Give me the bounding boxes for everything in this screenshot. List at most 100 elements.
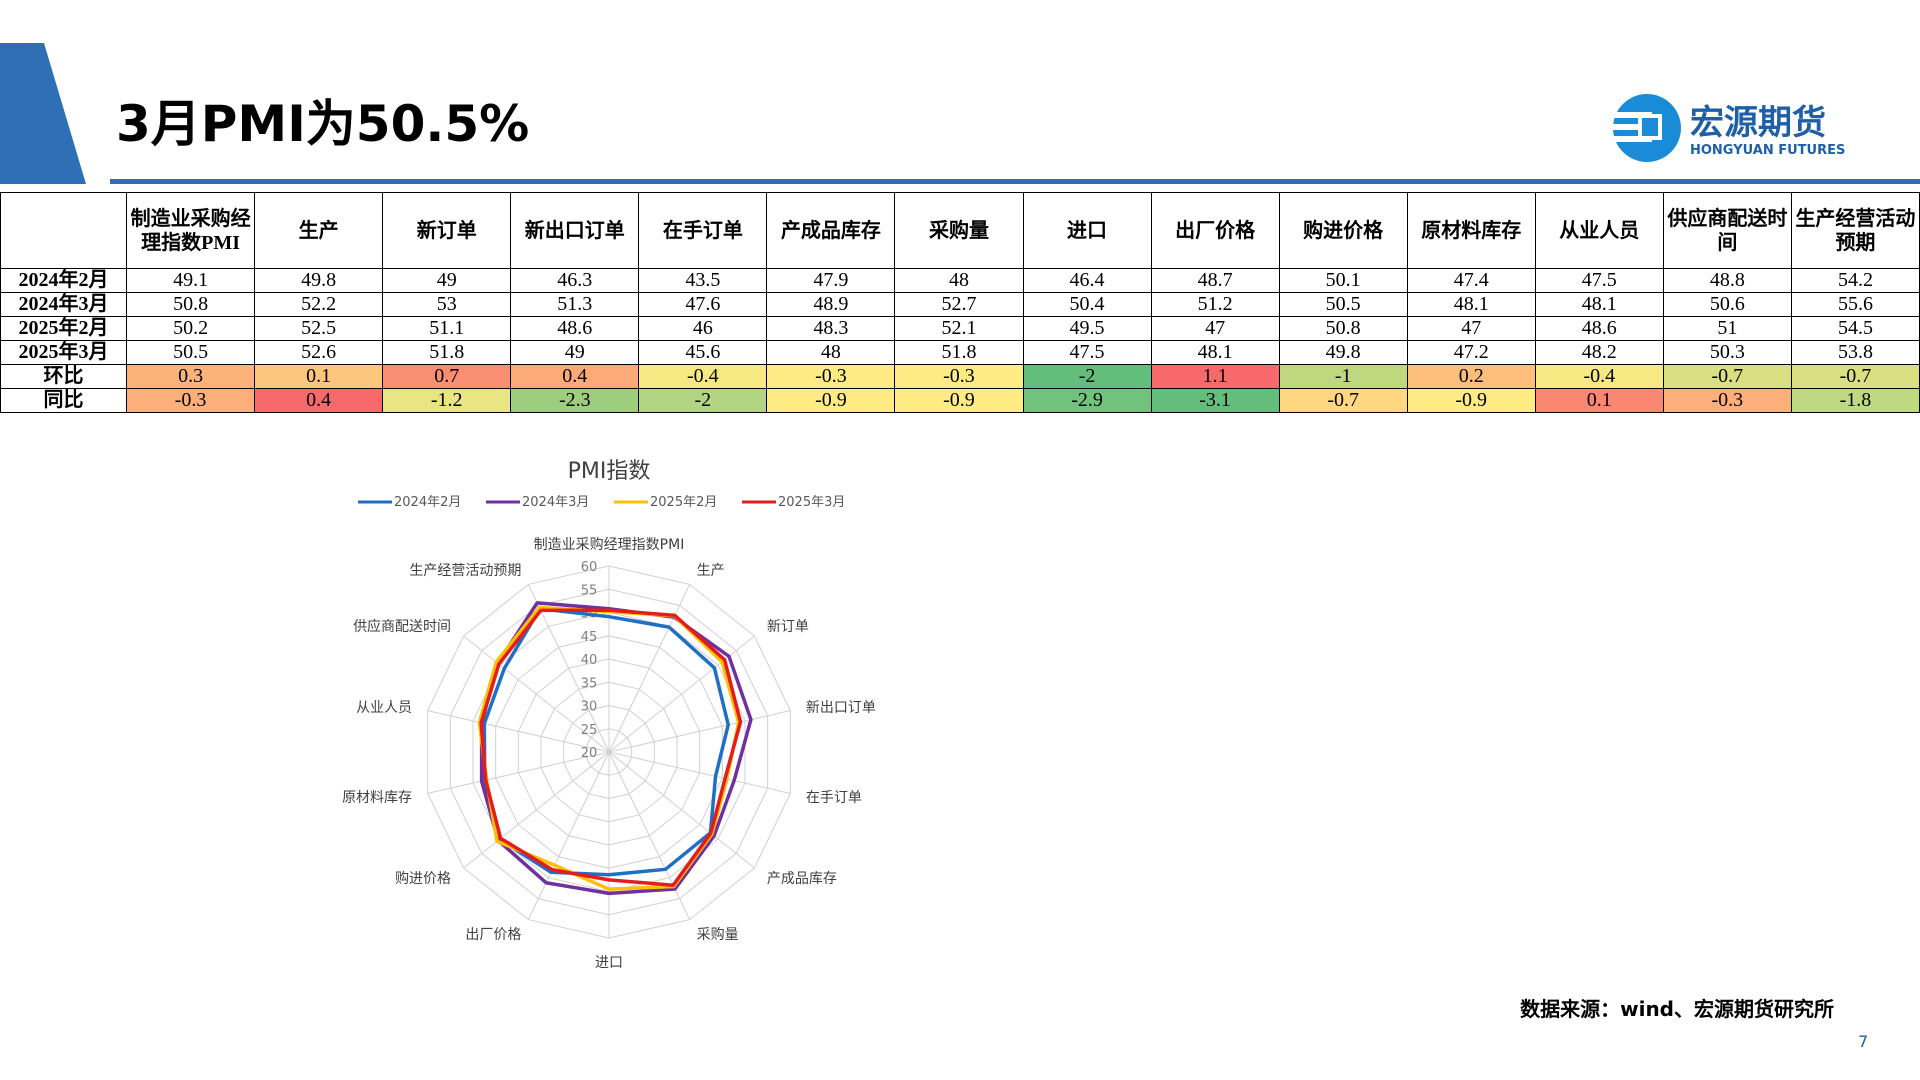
spoke [427,710,610,753]
cell: 52.1 [894,316,1024,341]
cell: 51.2 [1150,292,1280,317]
cell: 46 [638,316,768,341]
cell: 49.8 [1278,340,1408,365]
r-tick-label: 35 [581,676,598,691]
logo-sub: HONGYUAN FUTURES [1690,143,1845,158]
heat-cell: -0.3 [126,388,256,413]
chart-title: PMI指数 [568,459,651,484]
spoke [463,635,610,753]
spoke [463,751,610,869]
heat-cell: -0.9 [1406,388,1536,413]
header-cell: 采购量 [894,192,1024,269]
spoke [608,751,791,794]
r-tick-label: 60 [581,560,598,575]
axis-label: 生产经营活动预期 [409,563,521,579]
cell: 51.1 [382,316,512,341]
cell: 55.6 [1790,292,1920,317]
heat-cell: 0.4 [254,388,384,413]
cell: 48.1 [1150,340,1280,365]
spoke [608,751,691,920]
heat-cell: -0.4 [1534,364,1664,389]
logo-stripe [1612,112,1652,118]
heat-cell: -0.3 [1662,388,1792,413]
data-row: 2025年2月 50.2 52.5 51.1 48.6 46 48.3 52.1 49.5 47 5… [0,316,1920,341]
axis-label: 从业人员 [356,700,412,716]
header-decor: 宏源期货 HONGYUAN FUTURES [0,43,1920,184]
heat-cell: -0.4 [638,364,768,389]
axis-label: 原材料库存 [342,790,412,806]
row-label: 2025年3月 [0,340,128,365]
cell: 52.7 [894,292,1024,317]
cell: 48 [766,340,896,365]
heat-cell: -0.7 [1790,364,1920,389]
cell: 48.2 [1534,340,1664,365]
cell: 47.5 [1022,340,1152,365]
spoke [427,751,610,794]
heat-cell: -2.3 [510,388,640,413]
axis-label: 新出口订单 [806,700,876,716]
logo-stripe [1612,124,1652,130]
header-cell: 生产 [254,192,384,269]
r-tick-label: 55 [581,583,598,598]
cell: 50.1 [1278,268,1408,293]
heat-cell: 0.3 [126,364,256,389]
heat-cell: -2 [638,388,768,413]
spoke [608,710,791,753]
header-cell: 进口 [1022,192,1152,269]
header-cell: 制造业采购经理指数PMI [126,192,256,269]
heat-cell: 0.2 [1406,364,1536,389]
change-row: 环比 0.3 0.1 0.7 0.4 -0.4 -0.3 -0.3 -2 1.1 -1 0.2 -0.4… [0,364,1920,389]
cell: 52.5 [254,316,384,341]
page-number: 7 [1858,1032,1869,1051]
heat-cell: -0.7 [1662,364,1792,389]
axis-label: 购进价格 [395,871,451,887]
cell: 48.6 [510,316,640,341]
row-label: 2024年3月 [0,292,128,317]
corner-cell [0,192,128,269]
logo-square [1638,114,1662,140]
r-tick-label: 40 [581,653,598,668]
cell: 50.5 [1278,292,1408,317]
series-line [479,608,743,887]
axis-label: 采购量 [697,927,739,943]
r-tick-label: 30 [581,700,598,715]
heat-cell: 0.1 [254,364,384,389]
heat-cell: -0.9 [766,388,896,413]
header-cell: 原材料库存 [1406,192,1536,269]
slide-title: 3月PMI为50.5% [116,95,530,153]
spoke [608,584,691,753]
heat-cell: -0.3 [766,364,896,389]
heat-cell: 0.1 [1534,388,1664,413]
r-tick-label: 25 [581,723,598,738]
cell: 47.4 [1406,268,1536,293]
row-label: 同比 [0,388,128,413]
spoke [527,584,610,753]
header-cell: 供应商配送时间 [1662,192,1792,269]
cell: 53.8 [1790,340,1920,365]
cell: 46.3 [510,268,640,293]
axis-label: 制造业采购经理指数PMI [534,537,685,553]
cell: 48.1 [1534,292,1664,317]
cell: 48.3 [766,316,896,341]
cell: 48.9 [766,292,896,317]
cell: 51.8 [382,340,512,365]
source-note: 数据来源：wind、宏源期货研究所 [1520,997,1834,1021]
header-cell: 出厂价格 [1150,192,1280,269]
cell: 50.4 [1022,292,1152,317]
header-band [0,43,86,184]
r-tick-label: 20 [581,746,598,761]
cell: 48 [894,268,1024,293]
change-row: 同比 -0.3 0.4 -1.2 -2.3 -2 -0.9 -0.9 -2.9 -3.1 -0.7-… [0,388,1920,413]
row-label: 2024年2月 [0,268,128,293]
heat-cell: -2.9 [1022,388,1152,413]
series-line [482,606,730,877]
logo-stripe [1612,136,1652,142]
cell: 47.5 [1534,268,1664,293]
axis-label: 供应商配送时间 [353,618,451,635]
legend-label: 2025年2月 [650,495,717,510]
cell: 48.8 [1662,268,1792,293]
cell: 52.2 [254,292,384,317]
row-label: 环比 [0,364,128,389]
cell: 46.4 [1022,268,1152,293]
